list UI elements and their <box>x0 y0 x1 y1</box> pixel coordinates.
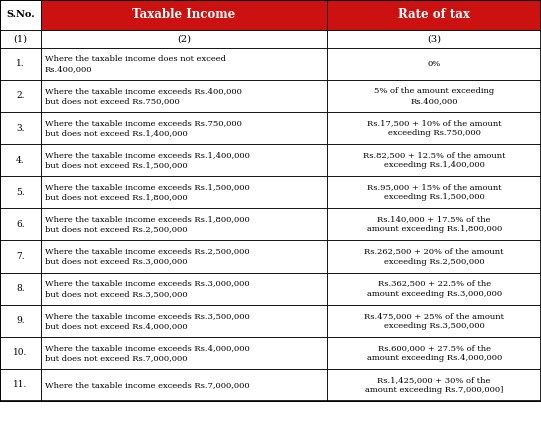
Bar <box>41 273 327 305</box>
Bar <box>327 0 541 30</box>
Bar <box>327 80 541 112</box>
Text: Rs.600,000 + 27.5% of the
amount exceeding Rs.4,000,000: Rs.600,000 + 27.5% of the amount exceedi… <box>367 344 502 362</box>
Text: Rs.475,000 + 25% of the amount
exceeding Rs.3,500,000: Rs.475,000 + 25% of the amount exceeding… <box>364 312 504 330</box>
Text: Where the taxable income exceeds Rs.4,000,000
but does not exceed Rs.7,000,000: Where the taxable income exceeds Rs.4,00… <box>45 344 249 362</box>
Bar <box>327 337 541 369</box>
Bar <box>327 176 541 208</box>
Bar <box>41 80 327 112</box>
Bar <box>327 48 541 80</box>
Bar <box>41 240 327 273</box>
Bar <box>0 144 41 176</box>
Bar <box>41 48 327 80</box>
Bar <box>327 144 541 176</box>
Text: Where the taxable income exceeds Rs.7,000,000: Where the taxable income exceeds Rs.7,00… <box>45 381 249 389</box>
Text: 4.: 4. <box>16 156 24 164</box>
Text: 3.: 3. <box>16 124 24 132</box>
Text: 7.: 7. <box>16 252 24 261</box>
Bar <box>0 48 41 80</box>
Bar <box>327 273 541 305</box>
Bar <box>0 30 41 48</box>
Text: S.No.: S.No. <box>6 10 35 19</box>
Bar <box>41 208 327 240</box>
Text: Where the taxable income exceeds Rs.3,500,000
but does not exceed Rs.4,000,000: Where the taxable income exceeds Rs.3,50… <box>45 312 249 330</box>
Text: Rs.17,500 + 10% of the amount
exceeding Rs.750,000: Rs.17,500 + 10% of the amount exceeding … <box>367 119 502 137</box>
Text: 1.: 1. <box>16 59 24 68</box>
Bar <box>327 240 541 273</box>
Bar <box>41 0 327 30</box>
Bar <box>41 112 327 144</box>
Text: 2.: 2. <box>16 92 24 100</box>
Text: Where the taxable income does not exceed
Rs.400,000: Where the taxable income does not exceed… <box>45 55 226 73</box>
Bar <box>0 0 41 30</box>
Text: Where the taxable income exceeds Rs.1,400,000
but does not exceed Rs.1,500,000: Where the taxable income exceeds Rs.1,40… <box>45 151 250 169</box>
Bar <box>41 30 327 48</box>
Text: 8.: 8. <box>16 284 24 293</box>
Text: 0%: 0% <box>427 60 441 68</box>
Text: Rs.82,500 + 12.5% of the amount
exceeding Rs.1,400,000: Rs.82,500 + 12.5% of the amount exceedin… <box>363 151 505 169</box>
Bar <box>0 80 41 112</box>
Bar <box>0 337 41 369</box>
Text: Where the taxable income exceeds Rs.750,000
but does not exceed Rs.1,400,000: Where the taxable income exceeds Rs.750,… <box>45 119 242 137</box>
Text: 10.: 10. <box>13 349 28 357</box>
Text: Taxable Income: Taxable Income <box>133 8 235 21</box>
Bar <box>0 240 41 273</box>
Text: Rs.95,000 + 15% of the amount
exceeding Rs.1,500,000: Rs.95,000 + 15% of the amount exceeding … <box>367 183 502 201</box>
Bar <box>327 30 541 48</box>
Text: (3): (3) <box>427 34 441 43</box>
Text: 5.: 5. <box>16 188 25 197</box>
Text: (2): (2) <box>177 34 191 43</box>
Text: 6.: 6. <box>16 220 24 229</box>
Bar <box>41 305 327 337</box>
Bar <box>0 305 41 337</box>
Text: Where the taxable income exceeds Rs.2,500,000
but does not exceed Rs.3,000,000: Where the taxable income exceeds Rs.2,50… <box>45 247 249 266</box>
Bar <box>0 112 41 144</box>
Text: Where the taxable income exceeds Rs.3,000,000
but does not exceed Rs.3,500,000: Where the taxable income exceeds Rs.3,00… <box>45 279 249 298</box>
Bar <box>327 369 541 401</box>
Bar <box>0 369 41 401</box>
Text: Rs.1,425,000 + 30% of the
amount exceeding Rs.7,000,000]: Rs.1,425,000 + 30% of the amount exceedi… <box>365 376 503 394</box>
Text: Where the taxable income exceeds Rs.1,500,000
but does not exceed Rs.1,800,000: Where the taxable income exceeds Rs.1,50… <box>45 183 249 201</box>
Text: 9.: 9. <box>16 316 24 325</box>
Bar <box>41 369 327 401</box>
Bar <box>327 112 541 144</box>
Text: Rs.362,500 + 22.5% of the
amount exceeding Rs.3,000,000: Rs.362,500 + 22.5% of the amount exceedi… <box>367 279 502 298</box>
Text: Where the taxable income exceeds Rs.400,000
but does not exceed Rs.750,000: Where the taxable income exceeds Rs.400,… <box>45 87 242 105</box>
Bar <box>0 176 41 208</box>
Text: Rs.140,000 + 17.5% of the
amount exceeding Rs.1,800,000: Rs.140,000 + 17.5% of the amount exceedi… <box>367 215 502 233</box>
Text: 11.: 11. <box>13 381 28 389</box>
Text: 5% of the amount exceeding
Rs.400,000: 5% of the amount exceeding Rs.400,000 <box>374 87 494 105</box>
Bar <box>327 208 541 240</box>
Bar <box>0 208 41 240</box>
Text: (1): (1) <box>14 34 27 43</box>
Text: Rs.262,500 + 20% of the amount
exceeding Rs.2,500,000: Rs.262,500 + 20% of the amount exceeding… <box>365 247 504 266</box>
Text: Where the taxable income exceeds Rs.1,800,000
but does not exceed Rs.2,500,000: Where the taxable income exceeds Rs.1,80… <box>45 215 249 233</box>
Bar <box>0 273 41 305</box>
Bar <box>327 305 541 337</box>
Text: Rate of tax: Rate of tax <box>398 8 470 21</box>
Bar <box>41 176 327 208</box>
Bar <box>41 144 327 176</box>
Bar <box>41 337 327 369</box>
